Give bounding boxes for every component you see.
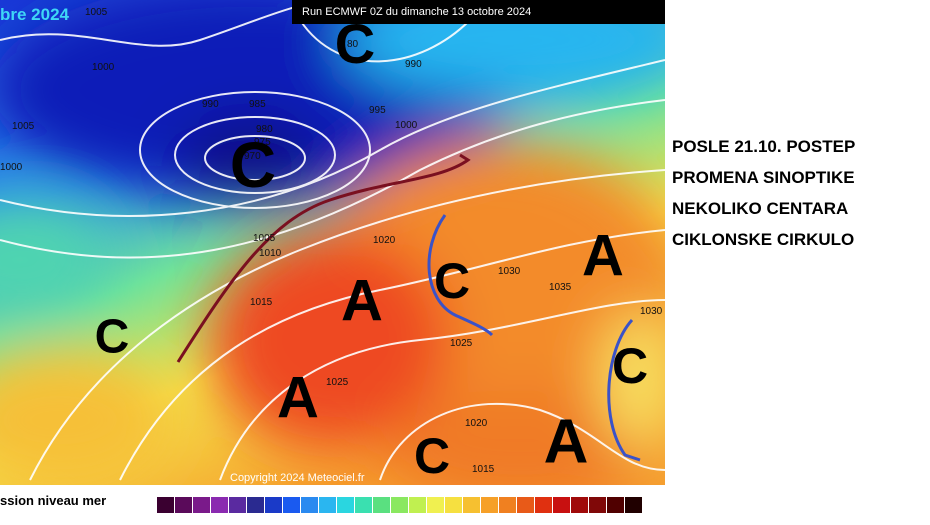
color-swatch bbox=[157, 497, 174, 513]
partial-title: bre 2024 bbox=[0, 5, 70, 24]
color-swatch bbox=[373, 497, 390, 513]
color-swatch bbox=[391, 497, 408, 513]
color-swatch bbox=[211, 497, 228, 513]
color-swatch bbox=[499, 497, 516, 513]
pressure-center: A bbox=[277, 365, 319, 430]
color-swatch bbox=[481, 497, 498, 513]
annotation: POSLE 21.10. POSTEP PROMENA SINOPTIKE NEKO… bbox=[672, 137, 855, 249]
isobar-label: 80 bbox=[347, 39, 359, 50]
isobar-label: 970 bbox=[244, 151, 261, 162]
color-swatch bbox=[283, 497, 300, 513]
copyright: Copyright 2024 Meteociel.fr bbox=[230, 472, 365, 484]
color-swatch bbox=[463, 497, 480, 513]
isobar-label: 990 bbox=[202, 99, 219, 110]
pressure-center: A bbox=[544, 407, 589, 476]
color-swatch bbox=[355, 497, 372, 513]
weather-map: 1005 1000 1005 1000 990 985 980 975 970 80 990 995 1… bbox=[0, 0, 665, 485]
isobar-label: 1010 bbox=[259, 248, 282, 259]
isobar-label: 975 bbox=[254, 137, 271, 148]
pressure-center: C bbox=[335, 12, 375, 75]
isobar-label: 1000 bbox=[92, 62, 115, 73]
pressure-center: C bbox=[414, 428, 450, 484]
annotation-line: PROMENA SINOPTIKE bbox=[672, 168, 855, 187]
isobar-label: 1005 bbox=[12, 121, 35, 132]
isobar-label: 1015 bbox=[472, 464, 495, 475]
color-swatch bbox=[607, 497, 624, 513]
color-swatch bbox=[265, 497, 282, 513]
color-swatch bbox=[571, 497, 588, 513]
color-swatch bbox=[427, 497, 444, 513]
isobar-label: 1030 bbox=[640, 306, 663, 317]
color-swatch bbox=[229, 497, 246, 513]
color-swatch bbox=[535, 497, 552, 513]
annotation-line: NEKOLIKO CENTARA bbox=[672, 199, 848, 218]
isobar-label: 1025 bbox=[326, 377, 349, 388]
color-swatch bbox=[625, 497, 642, 513]
legend-title: ssion niveau mer bbox=[0, 493, 106, 508]
isobar-label: 980 bbox=[256, 124, 273, 135]
color-swatch bbox=[337, 497, 354, 513]
color-swatch bbox=[553, 497, 570, 513]
pressure-center: C bbox=[95, 311, 130, 364]
color-swatch bbox=[319, 497, 336, 513]
color-swatch bbox=[175, 497, 192, 513]
isobar-label: 1025 bbox=[450, 338, 473, 349]
pressure-center: C bbox=[230, 129, 276, 201]
isobar-label: 985 bbox=[249, 99, 266, 110]
isobar-label: 1035 bbox=[549, 282, 572, 293]
isobar-label: 1020 bbox=[465, 418, 488, 429]
isobar-label: 990 bbox=[405, 59, 422, 70]
pressure-center: C bbox=[612, 338, 648, 394]
color-swatch bbox=[301, 497, 318, 513]
run-info: Run ECMWF 0Z du dimanche 13 octobre 2024 bbox=[302, 6, 531, 18]
isobar-label: 1000 bbox=[0, 162, 23, 173]
color-scale bbox=[157, 497, 642, 513]
color-swatch bbox=[445, 497, 462, 513]
isobar-label: 995 bbox=[369, 105, 386, 116]
isobar-label: 1030 bbox=[498, 266, 521, 277]
isobar-label: 1015 bbox=[250, 297, 273, 308]
color-swatch bbox=[409, 497, 426, 513]
color-swatch bbox=[193, 497, 210, 513]
isobar-label: 1005 bbox=[253, 233, 276, 244]
annotation-line: CIKLONSKE CIRKULO bbox=[672, 230, 854, 249]
annotation-line: POSLE 21.10. POSTEP bbox=[672, 137, 855, 156]
pressure-center: A bbox=[582, 223, 624, 288]
isobar-label: 1020 bbox=[373, 235, 396, 246]
isobar-label: 1005 bbox=[85, 7, 108, 18]
isobar-label: 1000 bbox=[395, 120, 418, 131]
pressure-center: C bbox=[434, 253, 470, 309]
color-swatch bbox=[517, 497, 534, 513]
pressure-center: A bbox=[341, 268, 383, 333]
color-swatch bbox=[589, 497, 606, 513]
color-swatch bbox=[247, 497, 264, 513]
